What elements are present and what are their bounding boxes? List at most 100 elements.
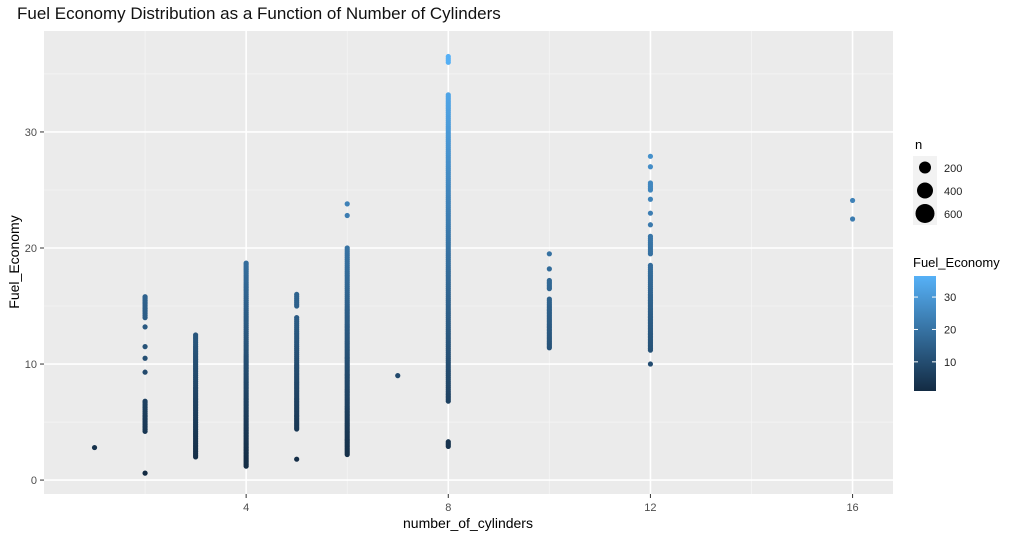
data-point <box>647 196 654 202</box>
data-point-fill <box>193 369 199 375</box>
data-point-fill <box>445 171 451 178</box>
data-point-fill <box>445 166 451 172</box>
data-point-fill <box>445 200 451 207</box>
size-legend-dot-200 <box>919 161 931 174</box>
data-point <box>647 164 654 170</box>
data-point <box>647 222 654 228</box>
data-point-fill <box>445 142 451 149</box>
data-point-fill <box>193 380 199 386</box>
data-point-fill <box>647 276 654 282</box>
data-point-fill <box>445 440 451 446</box>
size-legend-label-600: 600 <box>944 209 962 221</box>
y-tick-label: 0 <box>31 475 37 487</box>
data-point-fill <box>243 301 249 308</box>
data-point-fill <box>445 212 451 218</box>
data-point <box>142 470 148 476</box>
color-legend-ticks: 10 20 30 <box>914 292 956 369</box>
data-point <box>546 266 552 272</box>
data-point-fill <box>193 374 199 381</box>
data-point-fill <box>445 316 451 323</box>
data-point-fill <box>243 262 249 268</box>
data-point-fill <box>294 293 300 299</box>
plot-panel <box>44 31 893 494</box>
data-point <box>344 212 350 219</box>
data-point-fill <box>445 189 451 195</box>
data-point-fill <box>445 195 451 201</box>
data-point-fill <box>445 299 451 305</box>
data-point-fill <box>294 340 300 346</box>
data-point <box>647 210 654 216</box>
color-legend-title: Fuel_Economy <box>913 255 1000 270</box>
data-point-fill <box>445 148 451 154</box>
data-point-fill <box>445 322 451 328</box>
data-point-fill <box>445 357 451 363</box>
y-tick-label: 10 <box>25 359 37 371</box>
data-point-fill <box>243 330 249 337</box>
data-point-fill <box>294 345 300 352</box>
data-point-fill <box>243 342 249 348</box>
data-point-fill <box>445 287 451 294</box>
data-point <box>647 153 654 159</box>
data-point <box>849 216 856 222</box>
x-axis: 4 8 12 16 <box>243 494 859 514</box>
size-legend-label-400: 400 <box>944 186 962 198</box>
color-legend-tick-label: 20 <box>944 324 956 336</box>
size-legend-title: n <box>915 137 922 152</box>
data-point <box>142 369 148 375</box>
data-point-fill <box>445 369 451 375</box>
data-point-fill <box>445 218 451 224</box>
data-point-fill <box>142 295 148 301</box>
data-point-fill <box>647 182 654 188</box>
data-point-fill <box>344 270 350 276</box>
x-axis-title: number_of_cylinders <box>403 515 533 531</box>
data-point-fill <box>647 235 654 241</box>
data-point <box>395 373 401 379</box>
data-point-fill <box>344 287 350 294</box>
data-point-fill <box>294 322 300 328</box>
data-point-fill <box>294 357 300 363</box>
data-point-fill <box>445 334 451 340</box>
data-point <box>344 201 350 207</box>
data-point <box>142 355 148 361</box>
data-point-fill <box>445 374 451 381</box>
data-point-fill <box>193 340 199 346</box>
data-point-fill <box>445 311 451 317</box>
data-point-fill <box>445 305 451 311</box>
data-point-fill <box>142 311 148 317</box>
data-point-fill <box>445 276 451 282</box>
data-point-fill <box>445 264 451 270</box>
x-tick-label: 12 <box>644 502 656 514</box>
data-point-fill <box>445 270 451 276</box>
data-point <box>647 361 654 367</box>
data-point-fill <box>445 229 451 236</box>
data-point-fill <box>647 270 654 276</box>
data-point-fill <box>445 328 451 334</box>
data-point-fill <box>445 386 451 392</box>
y-tick-label: 30 <box>25 127 37 139</box>
data-point-fill <box>344 299 350 305</box>
data-point-fill <box>445 154 451 160</box>
data-point-fill <box>445 93 451 100</box>
data-point-fill <box>546 298 552 304</box>
data-point-fill <box>243 276 249 282</box>
data-point-fill <box>344 282 350 288</box>
size-legend-dot-400 <box>917 182 933 199</box>
data-point-fill <box>647 287 654 294</box>
data-point-fill <box>445 351 451 357</box>
data-point-fill <box>445 241 451 247</box>
x-tick-label: 4 <box>243 502 249 514</box>
data-point-fill <box>445 380 451 386</box>
data-point-fill <box>243 296 249 302</box>
data-point-fill <box>243 325 249 331</box>
y-axis-title: Fuel_Economy <box>6 215 22 308</box>
color-legend-tick-label: 30 <box>944 292 956 304</box>
data-point-fill <box>344 276 350 282</box>
data-point-fill <box>243 270 249 276</box>
y-tick-label: 20 <box>25 243 37 255</box>
data-point-fill <box>445 177 451 183</box>
data-point-fill <box>344 247 350 253</box>
data-point <box>91 444 98 451</box>
data-point-fill <box>445 137 451 143</box>
data-point <box>546 251 552 257</box>
